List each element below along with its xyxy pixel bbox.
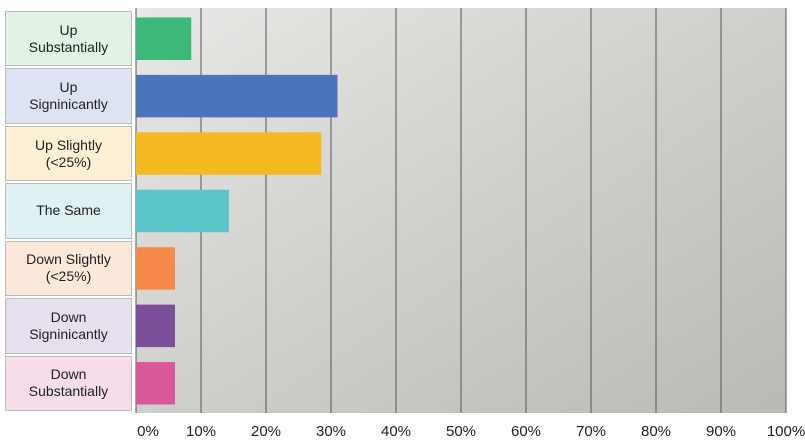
x-tick-label: 90%	[706, 423, 736, 440]
x-tick-label: 70%	[576, 423, 606, 440]
x-tick-label: 30%	[316, 423, 346, 440]
bar	[136, 304, 175, 348]
bar	[136, 189, 229, 233]
category-label: Down Substantially	[5, 355, 132, 411]
category-label: Down Signinicantly	[5, 298, 132, 354]
category-label: Up Signinicantly	[5, 68, 132, 124]
bar	[136, 132, 322, 175]
category-label: The Same	[5, 183, 132, 239]
x-tick-label: 60%	[511, 423, 541, 440]
x-tick-label: 50%	[446, 423, 476, 440]
bar	[136, 247, 175, 290]
category-label: Up Slightly (<25%)	[5, 125, 132, 182]
bar	[136, 17, 192, 60]
category-label: Up Substantially	[5, 11, 132, 67]
x-tick-label: 80%	[641, 423, 671, 440]
category-label: Down Slightly (<25%)	[5, 240, 132, 297]
x-tick-label: 40%	[381, 423, 411, 440]
bar	[136, 74, 338, 118]
x-tick-label: 10%	[186, 423, 216, 440]
x-tick-label: 20%	[251, 423, 281, 440]
bar	[136, 362, 175, 405]
x-tick-label: 0%	[137, 423, 159, 440]
x-tick-label: 100%	[767, 423, 805, 440]
